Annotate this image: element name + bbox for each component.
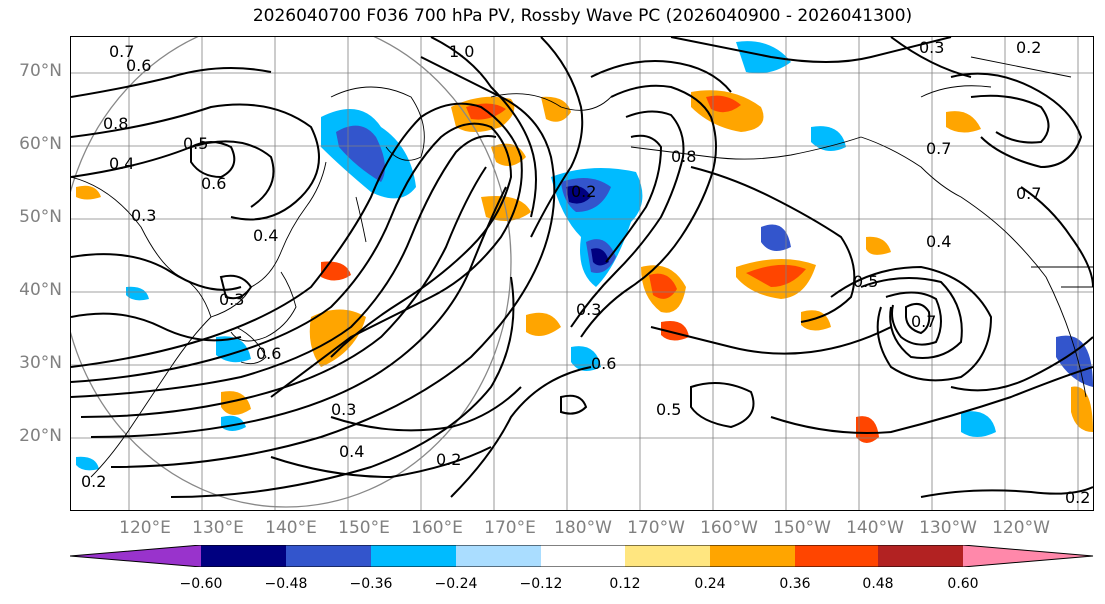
colorbar-outline <box>70 545 1094 567</box>
contour-label: 0.6 <box>591 354 616 373</box>
lat-label: 20°N <box>19 426 62 446</box>
contour-label: 0.5 <box>656 400 681 419</box>
colorbar-tick: 0.12 <box>609 576 641 592</box>
contour-label: 0.7 <box>109 42 134 61</box>
anomaly-blob <box>1071 386 1093 432</box>
colorbar-tick: −0.60 <box>179 576 223 592</box>
lat-label: 60°N <box>19 134 62 154</box>
contour-label: 0.4 <box>926 232 951 251</box>
colorbar-tick: −0.12 <box>519 576 563 592</box>
lon-label: 140°E <box>265 518 317 538</box>
anomaly-blob <box>856 416 879 443</box>
contour-label: 0.8 <box>103 114 128 133</box>
colorbar-segment <box>541 545 625 567</box>
anomaly-blob <box>541 96 571 122</box>
lat-label: 50°N <box>19 207 62 227</box>
anomaly-blob <box>76 185 101 200</box>
colorbar-segment <box>795 545 878 567</box>
contour-label: 1.0 <box>449 42 474 61</box>
colorbar-segment <box>710 545 795 567</box>
contour-label: 0.3 <box>219 290 244 309</box>
anomaly-blob <box>761 224 791 251</box>
anomaly-blob <box>221 391 251 416</box>
colorbar-segment <box>456 545 541 567</box>
colorbar-extend-high <box>963 545 1093 567</box>
contour-label: 0.3 <box>131 206 156 225</box>
lon-label: 120°E <box>119 518 171 538</box>
contour-label: 0.2 <box>571 182 596 201</box>
colorbar-segment <box>878 545 963 567</box>
contour-label: 0.4 <box>109 154 134 173</box>
colorbar-tick: −0.48 <box>264 576 308 592</box>
lon-label: 120°W <box>992 518 1050 538</box>
colorbar <box>70 545 1094 567</box>
colorbar-tick: −0.36 <box>349 576 393 592</box>
pv-contours <box>71 37 1093 498</box>
contour-label: 0.6 <box>256 344 281 363</box>
anomaly-blob <box>591 248 609 266</box>
contour-label: 0.7 <box>911 312 936 331</box>
anomaly-blob <box>321 261 351 281</box>
contour-label: 0.5 <box>183 134 208 153</box>
lon-label: 160°W <box>700 518 758 538</box>
contour-labels: 0.7 0.6 1.0 0.3 0.2 0.8 0.5 0.4 0.6 0.4 … <box>81 38 1090 507</box>
map-panel[interactable]: 0.7 0.6 1.0 0.3 0.2 0.8 0.5 0.4 0.6 0.4 … <box>71 37 1093 510</box>
contour-label: 0.4 <box>339 442 364 461</box>
contour-label: 0.3 <box>919 38 944 57</box>
lon-label: 160°E <box>411 518 463 538</box>
contour-label: 0.2 <box>436 450 461 469</box>
anomaly-blob <box>706 95 741 113</box>
lon-label: 180°W <box>554 518 612 538</box>
anomaly-blob <box>736 41 791 74</box>
colorbar-tick: 0.36 <box>779 576 811 592</box>
lon-label: 150°W <box>773 518 831 538</box>
anomaly-blob <box>1056 335 1093 387</box>
lat-label: 70°N <box>19 61 62 81</box>
colorbar-extend-low <box>70 545 201 567</box>
anomaly-blob <box>866 236 891 255</box>
contour-label: 0.8 <box>671 147 696 166</box>
contour-label: 0.3 <box>331 400 356 419</box>
anomaly-blob <box>746 264 806 287</box>
contour-label: 0.2 <box>1016 38 1041 57</box>
contour-label: 0.7 <box>926 139 951 158</box>
colorbar-segment <box>286 545 371 567</box>
lon-label: 170°E <box>484 518 536 538</box>
map-title: 2026040700 F036 700 hPa PV, Rossby Wave … <box>252 6 913 26</box>
contour-label: 0.6 <box>201 174 226 193</box>
anomaly-blob <box>649 273 677 299</box>
anomaly-blob <box>811 126 846 151</box>
anomaly-blob <box>566 185 591 204</box>
anomaly-blob <box>126 286 149 301</box>
contour-label: 0.6 <box>126 56 151 75</box>
lon-label: 150°E <box>338 518 390 538</box>
lon-label: 140°W <box>846 518 904 538</box>
anomaly-blob <box>309 309 366 367</box>
lon-label: 130°E <box>192 518 244 538</box>
colorbar-tick: 0.24 <box>694 576 726 592</box>
anomaly-blob <box>76 456 99 471</box>
anomaly-blob <box>526 312 561 336</box>
map-canvas: 0.7 0.6 1.0 0.3 0.2 0.8 0.5 0.4 0.6 0.4 … <box>71 37 1093 510</box>
contour-label: 0.2 <box>81 472 106 491</box>
colorbar-tick: 0.60 <box>947 576 979 592</box>
lat-label: 40°N <box>19 280 62 300</box>
contour-label: 0.3 <box>576 300 601 319</box>
colorbar-tick: 0.48 <box>862 576 894 592</box>
colorbar-segment <box>201 545 286 567</box>
coastlines <box>71 56 1093 478</box>
lat-label: 30°N <box>19 353 62 373</box>
contour-label: 0.4 <box>253 226 278 245</box>
contour-label: 0.7 <box>1016 184 1041 203</box>
colorbar-segment <box>371 545 456 567</box>
anomaly-blob <box>946 111 981 133</box>
range-circle <box>71 37 512 508</box>
lon-label: 170°W <box>627 518 685 538</box>
anomaly-blob <box>961 411 996 437</box>
contour-label: 0.5 <box>853 272 878 291</box>
contour-label: 0.2 <box>1065 488 1090 507</box>
lon-label: 130°W <box>919 518 977 538</box>
colorbar-tick: −0.24 <box>434 576 478 592</box>
colorbar-segment <box>625 545 710 567</box>
